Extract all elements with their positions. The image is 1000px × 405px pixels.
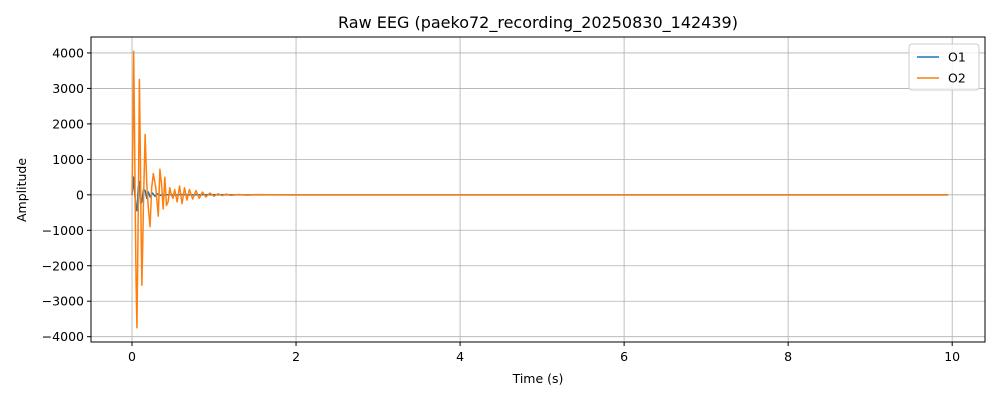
y-tick-label: 3000 [52,81,84,96]
series-line-o2 [131,50,949,329]
tick-layer: 0 2 4 6 8 10 −4000 −3000 −2000 −1000 0 1000 2000 3000… [42,45,960,364]
x-tick-label: 10 [944,349,960,364]
chart-title: Raw EEG (paeko72_recording_20250830_1424… [338,13,738,33]
y-tick-label: 2000 [52,116,84,131]
y-tick-label: −2000 [42,258,84,273]
plot-frame [90,36,986,343]
series-layer [131,50,949,329]
x-tick-label: 2 [292,349,300,364]
legend-label-o1: O1 [948,50,966,65]
y-tick-label: −1000 [42,223,84,238]
x-tick-label: 8 [784,349,792,364]
y-tick-label: −3000 [42,294,84,309]
legend-label-o2: O2 [948,71,966,86]
grid-layer [91,37,985,342]
y-tick-label: 4000 [52,45,84,60]
y-axis-label: Amplitude [14,158,29,222]
x-tick-label: 0 [128,349,136,364]
y-tick-label: 0 [76,187,84,202]
y-tick-label: −4000 [42,329,84,344]
x-axis-label: Time (s) [512,371,564,386]
legend-box [908,43,980,91]
y-tick-label: 1000 [52,152,84,167]
x-tick-label: 6 [620,349,628,364]
x-tick-label: 4 [456,349,464,364]
